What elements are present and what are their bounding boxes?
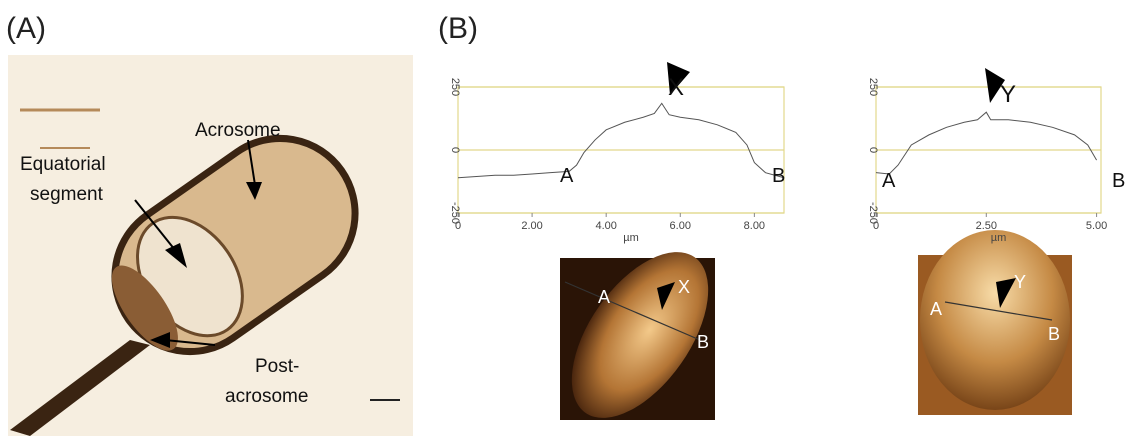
- figure: (A) (B) Acrosome Equatorial segment Post…: [0, 0, 1129, 436]
- y-tick-label: 250: [867, 78, 879, 96]
- annotation: acrosome: [225, 386, 308, 407]
- x-tick-label: 8.00: [744, 220, 765, 232]
- x-tick-label: 2.00: [521, 220, 542, 232]
- x-tick-label: 4.00: [595, 220, 616, 232]
- annotation: X: [668, 74, 684, 101]
- image-label: A: [930, 299, 942, 319]
- image-label: B: [1048, 324, 1060, 344]
- image-label: A: [598, 287, 610, 307]
- annotation: Acrosome: [195, 120, 281, 141]
- annotation: B: [1112, 170, 1125, 192]
- x-axis-label: µm: [623, 232, 639, 244]
- profile-line: [876, 112, 1097, 174]
- annotation: Y: [1000, 81, 1016, 108]
- annotation: segment: [30, 184, 104, 205]
- x-tick-label: 0: [455, 220, 461, 232]
- profile-line: [458, 103, 784, 177]
- annotation: Equatorial: [20, 154, 106, 175]
- y-tick-label: 250: [449, 78, 461, 96]
- image-label: B: [697, 332, 709, 352]
- x-tick-label: 6.00: [670, 220, 691, 232]
- afm-image-1: A X B: [545, 229, 736, 436]
- image-label: X: [678, 277, 690, 297]
- annotation: B: [772, 165, 785, 187]
- y-tick-label: 0: [867, 147, 879, 153]
- x-tick-label: 2.50: [976, 220, 997, 232]
- x-axis-label: µm: [991, 232, 1007, 244]
- x-tick-label: 5.00: [1086, 220, 1107, 232]
- annotation: A: [882, 170, 896, 192]
- annotation: A: [560, 165, 574, 187]
- panel-label: (A): [6, 12, 46, 45]
- micrograph-a: Acrosome Equatorial segment Post- acroso…: [8, 55, 413, 436]
- x-tick-label: 0: [873, 220, 879, 232]
- annotation: Post-: [255, 356, 299, 377]
- image-label: Y: [1014, 272, 1026, 292]
- y-tick-label: 0: [449, 147, 461, 153]
- panel-label: (B): [438, 12, 478, 45]
- afm-image-2: A Y B: [918, 230, 1072, 415]
